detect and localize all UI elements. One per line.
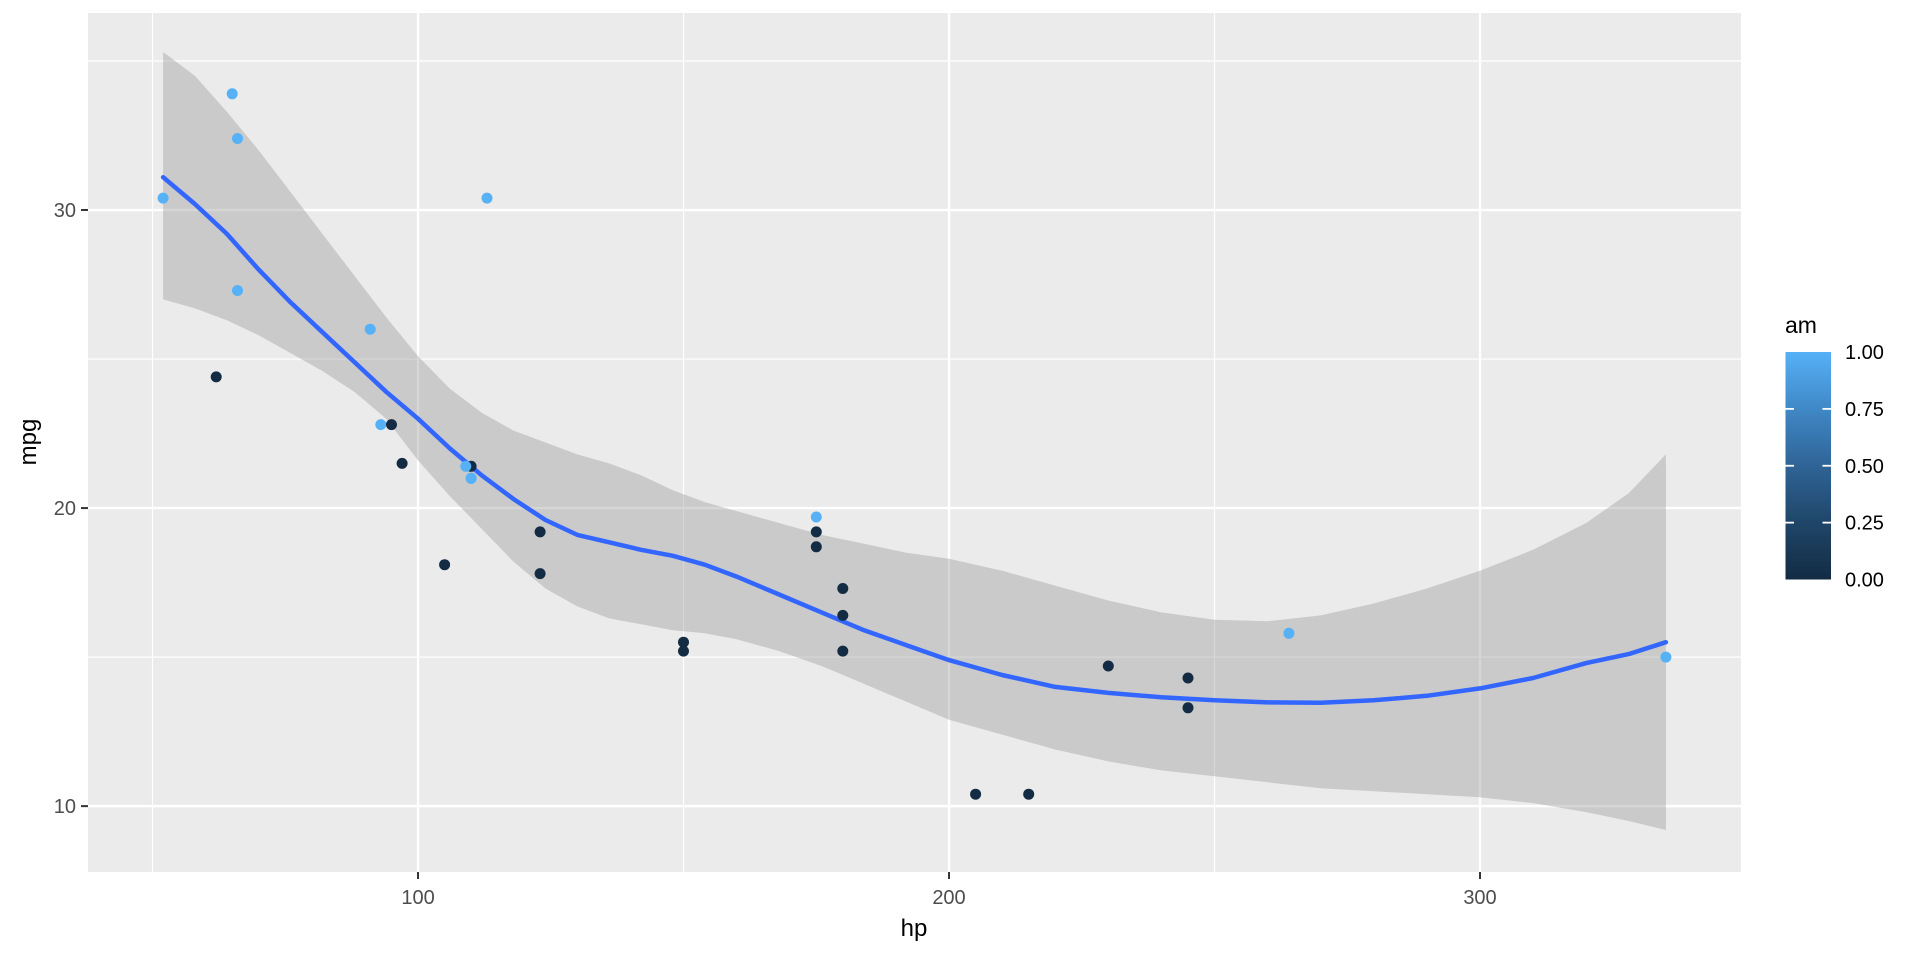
data-point <box>386 419 397 431</box>
data-point <box>232 285 243 296</box>
legend-tick-label: 0.50 <box>1845 456 1884 478</box>
data-point <box>210 371 222 383</box>
data-point <box>678 645 689 657</box>
data-point <box>226 88 238 100</box>
data-point <box>1660 651 1672 663</box>
data-point <box>1102 660 1114 672</box>
data-point <box>837 583 849 594</box>
y-tick-label: 30 <box>54 200 76 222</box>
data-point <box>837 609 849 621</box>
data-point <box>534 526 546 538</box>
data-point <box>465 472 477 484</box>
x-axis-title: hp <box>901 915 928 942</box>
legend-tick-label: 0.25 <box>1845 513 1884 535</box>
data-point <box>678 636 689 648</box>
data-point <box>439 559 451 571</box>
data-point <box>157 192 169 204</box>
data-point <box>1023 788 1035 800</box>
data-point <box>1182 672 1194 684</box>
data-point <box>534 568 546 580</box>
data-point <box>1283 627 1295 639</box>
data-point <box>810 526 822 538</box>
x-tick-label: 100 <box>401 887 434 909</box>
data-point <box>1182 702 1194 714</box>
data-point <box>396 457 408 469</box>
data-point <box>364 323 376 335</box>
data-point <box>460 460 472 472</box>
x-tick-label: 300 <box>1463 887 1496 909</box>
legend-title: am <box>1785 312 1817 338</box>
data-point <box>810 511 822 523</box>
legend-tick-label: 0.00 <box>1845 570 1884 592</box>
data-point <box>837 645 849 657</box>
smooth-line <box>160 174 1669 705</box>
legend-tick-label: 0.75 <box>1845 399 1884 421</box>
data-point <box>481 192 493 204</box>
y-tick-label: 20 <box>54 498 76 520</box>
data-point <box>810 541 822 553</box>
legend-tick-label: 1.00 <box>1845 342 1884 364</box>
plot-panel <box>88 13 1741 872</box>
data-point <box>970 788 982 800</box>
y-axis-title: mpg <box>15 419 42 466</box>
y-tick-label: 10 <box>54 796 76 818</box>
data-point <box>375 419 387 431</box>
data-point <box>232 133 243 144</box>
x-tick-label: 200 <box>932 887 965 909</box>
